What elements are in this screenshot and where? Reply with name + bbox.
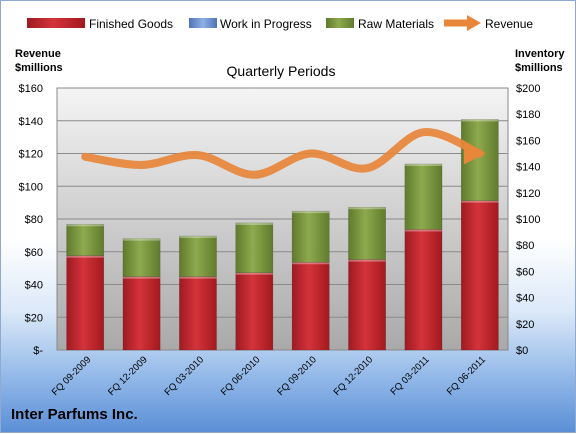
right-axis-tick-label: $40 <box>516 293 534 305</box>
right-axis-label-line1: Inventory <box>515 48 565 60</box>
bar-finished-goods-cap <box>235 272 273 275</box>
bar-finished-goods <box>122 276 161 351</box>
left-axis-tick-label: $100 <box>19 181 43 193</box>
bar-finished-goods <box>66 255 105 351</box>
bar-finished-goods-cap <box>179 276 217 279</box>
bar-finished-goods-cap <box>122 276 161 279</box>
x-axis-tick-label: FQ 09-2009 <box>50 354 94 398</box>
bar-raw-materials-cap <box>404 163 443 166</box>
bar-finished-goods <box>460 200 499 351</box>
bar-raw-materials-cap <box>461 119 499 122</box>
chart-title: Quarterly Periods <box>227 63 336 79</box>
legend: Finished Goods Work in Progress Raw Mate… <box>27 15 533 31</box>
x-axis-tick-label: FQ 06-2010 <box>219 354 263 398</box>
right-axis-tick-label: $100 <box>516 214 540 226</box>
left-axis-label-line2: $millions <box>15 62 63 74</box>
legend-revenue-arrowhead <box>467 15 481 31</box>
bar-finished-goods-cap <box>66 255 104 258</box>
legend-label-revenue: Revenue <box>485 17 533 31</box>
right-axis-tick-label: $0 <box>516 345 528 357</box>
bar-raw-materials <box>348 206 386 260</box>
right-axis-tick-label: $120 <box>516 188 540 200</box>
left-axis-tick-label: $80 <box>25 214 43 226</box>
bar-raw-materials <box>235 222 274 273</box>
x-axis-tick-label: FQ 12-2009 <box>106 354 150 398</box>
bar-raw-materials <box>122 238 161 277</box>
left-axis-tick-label: $40 <box>25 280 43 292</box>
company-name: Inter Parfums Inc. <box>11 406 138 423</box>
x-axis-tick-label: FQ 12-2010 <box>332 354 376 398</box>
bar-raw-materials-cap <box>292 211 330 214</box>
x-axis-labels: FQ 09-2009 FQ 12-2009 FQ 03-2010 FQ 06-2010… <box>50 354 488 398</box>
bar-finished-goods <box>235 272 274 351</box>
x-axis-tick-label: FQ 03-2010 <box>162 354 206 398</box>
bars-group <box>66 119 499 351</box>
right-axis-tick-label: $160 <box>516 135 540 147</box>
bar-finished-goods <box>179 276 217 351</box>
left-axis-tick-label: $160 <box>19 83 43 95</box>
bar-finished-goods-cap <box>348 259 386 262</box>
bar-finished-goods-cap <box>404 229 443 232</box>
left-axis-tick-label: $20 <box>25 312 43 324</box>
bar-raw-materials <box>66 223 105 256</box>
left-axis-tick-label: $60 <box>25 247 43 259</box>
bar-raw-materials-cap <box>122 238 161 241</box>
x-axis-tick-label: FQ 09-2010 <box>275 354 319 398</box>
x-axis-tick-label: FQ 03-2011 <box>388 354 431 397</box>
left-axis-tick-label: $- <box>33 345 43 357</box>
legend-swatch-work-in-progress <box>189 18 217 28</box>
bar-finished-goods <box>404 229 443 351</box>
bar-raw-materials-cap <box>66 224 104 227</box>
revenue-line-group <box>81 128 486 179</box>
bar-raw-materials-cap <box>348 207 386 210</box>
bar-raw-materials-cap <box>179 236 217 239</box>
bar-finished-goods <box>348 259 386 351</box>
left-axis-tick-label: $140 <box>19 116 43 128</box>
legend-label-work-in-progress: Work in Progress <box>220 17 312 31</box>
bar-raw-materials <box>179 235 217 277</box>
bar-finished-goods-cap <box>292 262 330 265</box>
revenue-line-arrowhead <box>463 142 486 165</box>
revenue-line <box>81 128 484 179</box>
right-axis-tick-label: $200 <box>516 83 540 95</box>
legend-swatch-raw-materials <box>326 18 354 28</box>
bar-finished-goods <box>291 261 330 351</box>
right-axis-label-line2: $millions <box>515 62 563 74</box>
bar-raw-materials <box>291 210 330 263</box>
x-axis-tick-label: FQ 06-2011 <box>445 354 488 397</box>
legend-label-finished-goods: Finished Goods <box>89 17 173 31</box>
bar-raw-materials <box>404 163 443 230</box>
left-axis-ticks: $- $20 $40 $60 $80 $100 $120 $140 $160 <box>19 83 44 357</box>
right-axis-tick-label: $180 <box>516 109 540 121</box>
right-axis-tick-label: $140 <box>516 162 540 174</box>
right-axis-tick-label: $60 <box>516 266 534 278</box>
bar-finished-goods-cap <box>461 200 499 203</box>
right-axis-tick-label: $20 <box>516 319 534 331</box>
left-axis-label-line1: Revenue <box>15 48 61 60</box>
bar-raw-materials-cap <box>235 222 273 225</box>
left-axis-tick-label: $120 <box>19 149 43 161</box>
legend-label-raw-materials: Raw Materials <box>358 17 434 31</box>
right-axis-ticks: $0 $20 $40 $60 $80 $100 $120 $140 $160 $180 $200 <box>516 83 540 357</box>
legend-swatch-finished-goods <box>27 18 85 28</box>
right-axis-tick-label: $80 <box>516 240 534 252</box>
